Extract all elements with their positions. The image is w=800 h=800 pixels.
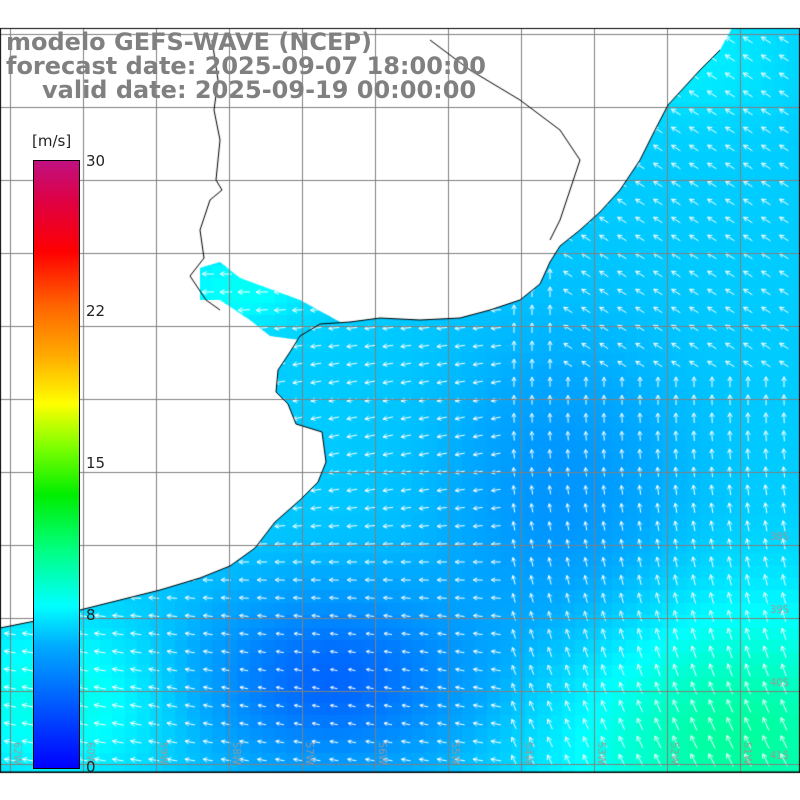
colorbar-units: [m/s]	[32, 132, 72, 150]
colorbar-gradient	[33, 160, 80, 769]
forecast-date: forecast date: 2025-09-07 18:00:00	[6, 52, 486, 80]
colorbar-tick: 22	[86, 302, 106, 320]
colorbar-tick: 15	[86, 454, 106, 472]
colorbar-tick: 0	[86, 758, 96, 776]
colorbar-tick: 8	[86, 606, 96, 624]
valid-date: valid date: 2025-09-19 00:00:00	[42, 76, 477, 104]
colorbar-tick: 30	[86, 152, 106, 170]
model-title: modelo GEFS-WAVE (NCEP)	[6, 28, 372, 56]
colorbar-legend: [m/s] 30 22 15 8 0	[28, 124, 105, 776]
